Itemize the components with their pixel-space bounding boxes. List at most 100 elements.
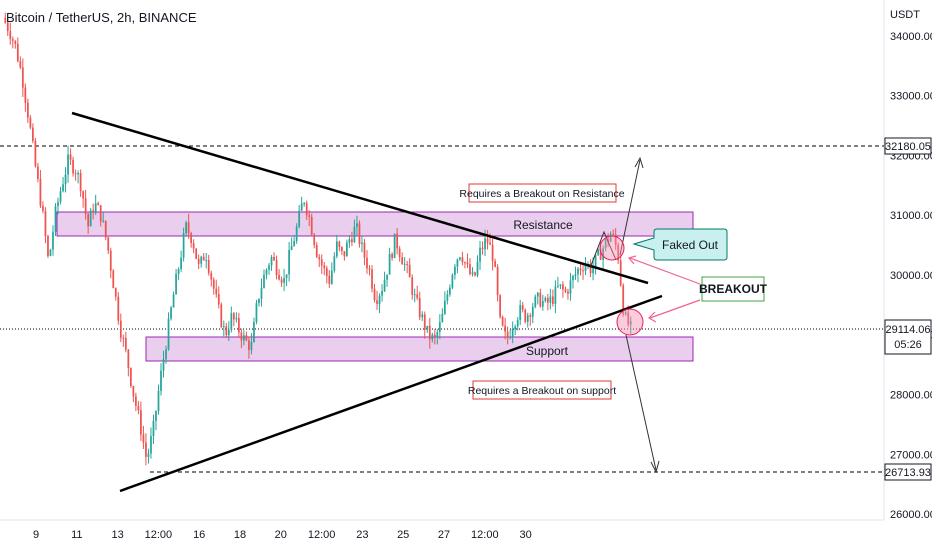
candle-body xyxy=(157,390,160,411)
candle-body xyxy=(182,233,185,258)
candle-body xyxy=(34,141,37,167)
candle-body xyxy=(536,292,539,297)
candle-body xyxy=(318,257,321,260)
candle-body xyxy=(325,268,328,276)
candle-body xyxy=(574,274,577,276)
candle-body xyxy=(192,243,195,249)
candle-body xyxy=(303,203,306,205)
y-axis-ticks: 34000.0033000.0032000.0031000.0030000.00… xyxy=(890,31,932,521)
candle-body xyxy=(227,329,230,336)
candle-body xyxy=(278,275,280,280)
candle-body xyxy=(486,238,489,243)
support-note-text: Requires a Breakout on support xyxy=(468,385,616,397)
candle-body xyxy=(180,257,182,270)
candle-body xyxy=(47,235,49,256)
candle-body xyxy=(534,296,537,307)
candle-body xyxy=(418,298,421,318)
faked-out-callout[interactable] xyxy=(632,228,728,261)
y-tick-label: 33000.00 xyxy=(890,91,932,103)
candle-body xyxy=(489,242,491,245)
resistance-zone-label: Resistance xyxy=(513,218,573,232)
resistance-zone[interactable] xyxy=(56,211,694,237)
candle-body xyxy=(232,313,235,320)
candle-body xyxy=(526,315,529,322)
candle-body xyxy=(451,274,454,288)
candle-body xyxy=(356,223,358,227)
candle-body xyxy=(373,288,376,301)
candle-body xyxy=(215,288,218,295)
breakout-label-box[interactable] xyxy=(701,276,765,302)
candle-body xyxy=(406,263,409,265)
triangle-sketch xyxy=(589,230,617,269)
candle-body xyxy=(494,261,496,267)
candle-body xyxy=(609,234,612,242)
candle-body xyxy=(315,245,318,258)
candle-body xyxy=(479,247,481,262)
candle-body xyxy=(37,166,39,179)
candle-body xyxy=(524,309,527,322)
candle-body xyxy=(549,296,552,303)
candle-body xyxy=(443,300,446,314)
breakout-highlight xyxy=(616,308,644,336)
candle-body xyxy=(471,272,474,275)
candle-body xyxy=(501,316,504,326)
candle-body xyxy=(77,172,79,175)
candle-body xyxy=(469,264,471,275)
candle-body xyxy=(220,304,223,327)
descending-trendline[interactable] xyxy=(71,111,649,285)
candle-body xyxy=(280,279,283,283)
candle-body xyxy=(569,280,572,294)
x-tick-label: 25 xyxy=(397,529,409,541)
candle-body xyxy=(114,288,117,297)
candle-body xyxy=(516,320,519,327)
candle-body xyxy=(253,321,255,342)
candle-body xyxy=(6,22,9,32)
up-projection-line xyxy=(619,159,641,256)
candle-body xyxy=(84,198,87,215)
candle-body xyxy=(421,314,424,318)
candle-body xyxy=(97,203,100,206)
candle-body xyxy=(42,205,44,211)
candle-body xyxy=(358,223,361,244)
candle-body xyxy=(117,296,120,321)
support-zone[interactable] xyxy=(145,336,694,362)
candle-body xyxy=(177,269,180,274)
candle-body xyxy=(386,274,388,280)
candle-body xyxy=(396,233,399,249)
candle-body xyxy=(59,191,62,202)
candle-body xyxy=(368,268,371,270)
candle-body xyxy=(602,248,604,260)
ascending-trendline[interactable] xyxy=(119,294,663,493)
candle-body xyxy=(584,265,587,271)
candle-body xyxy=(285,274,288,279)
candle-body xyxy=(172,294,175,308)
support-note-box[interactable] xyxy=(472,380,612,400)
resistance-note-box[interactable] xyxy=(468,183,617,203)
candle-body xyxy=(197,258,200,264)
candle-body xyxy=(310,217,313,235)
candle-body xyxy=(99,205,102,222)
candle-body xyxy=(129,367,132,387)
candle-body xyxy=(308,215,311,218)
candle-body xyxy=(403,263,406,265)
candle-body xyxy=(19,61,22,68)
badge-current-text: 29114.06 xyxy=(885,324,930,336)
candle-body xyxy=(127,349,130,368)
candle-body xyxy=(589,263,592,274)
x-tick-label: 27 xyxy=(438,529,450,541)
breakout-arrow-upper xyxy=(629,257,701,285)
candle-body xyxy=(175,273,177,295)
candle-body xyxy=(270,256,273,266)
candle-body xyxy=(624,312,627,315)
x-tick-label: 13 xyxy=(111,529,123,541)
candle-body xyxy=(293,240,296,247)
candle-body xyxy=(137,405,140,411)
y-tick-label: 34000.00 xyxy=(890,31,932,43)
candle-body xyxy=(554,286,557,304)
candle-body xyxy=(258,298,260,304)
x-tick-label: 9 xyxy=(33,529,39,541)
badge-32180 xyxy=(884,137,932,155)
candle-body xyxy=(388,254,391,275)
candle-body xyxy=(619,260,622,286)
